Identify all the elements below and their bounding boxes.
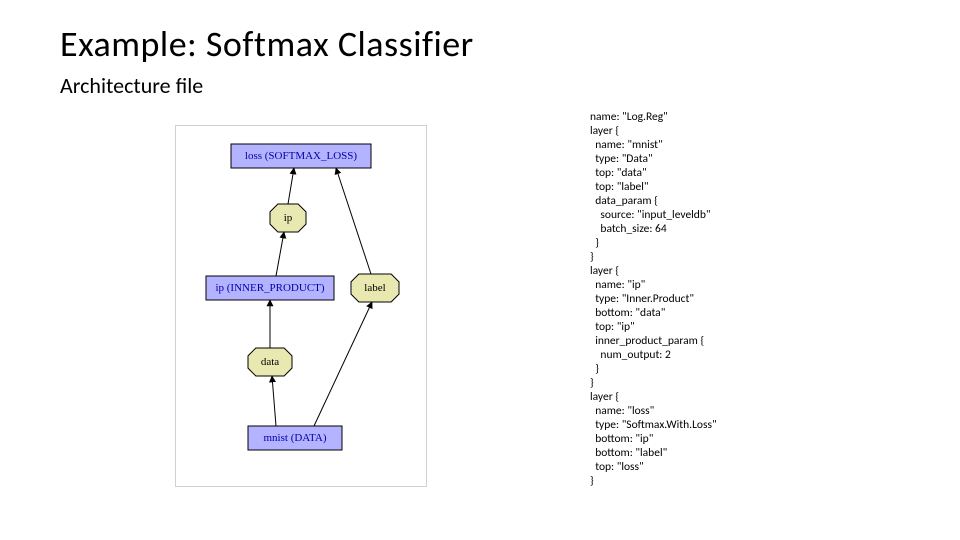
edge xyxy=(276,232,284,276)
diagram-svg: loss (SOFTMAX_LOSS)ip ip (INNER_PRODUCT) l… xyxy=(176,126,426,486)
svg-text:ip: ip xyxy=(284,212,293,224)
node-mnist_rect: mnist (DATA) xyxy=(248,426,342,450)
node-loss_rect: loss (SOFTMAX_LOSS) xyxy=(231,144,371,168)
svg-text:mnist (DATA): mnist (DATA) xyxy=(264,432,327,444)
svg-text:ip (INNER_PRODUCT): ip (INNER_PRODUCT) xyxy=(215,282,324,294)
prototxt-code: name: "Log.Reg" layer { name: "mnist" ty… xyxy=(590,110,717,488)
node-label_oct: label xyxy=(351,274,399,302)
slide-title: Example: Softmax Classifier xyxy=(60,22,474,66)
node-ip_oct: ip xyxy=(270,204,306,232)
node-ip_rect: ip (INNER_PRODUCT) xyxy=(206,276,334,300)
architecture-diagram: loss (SOFTMAX_LOSS)ip ip (INNER_PRODUCT) l… xyxy=(175,125,427,487)
edge xyxy=(288,168,294,204)
edge xyxy=(336,168,371,274)
edge xyxy=(272,376,276,426)
svg-text:label: label xyxy=(364,282,385,294)
edge xyxy=(314,302,372,426)
svg-text:loss (SOFTMAX_LOSS): loss (SOFTMAX_LOSS) xyxy=(245,150,357,162)
node-data_oct: data xyxy=(248,348,292,376)
slide-subtitle: Architecture file xyxy=(60,72,203,99)
svg-text:data: data xyxy=(261,356,279,368)
